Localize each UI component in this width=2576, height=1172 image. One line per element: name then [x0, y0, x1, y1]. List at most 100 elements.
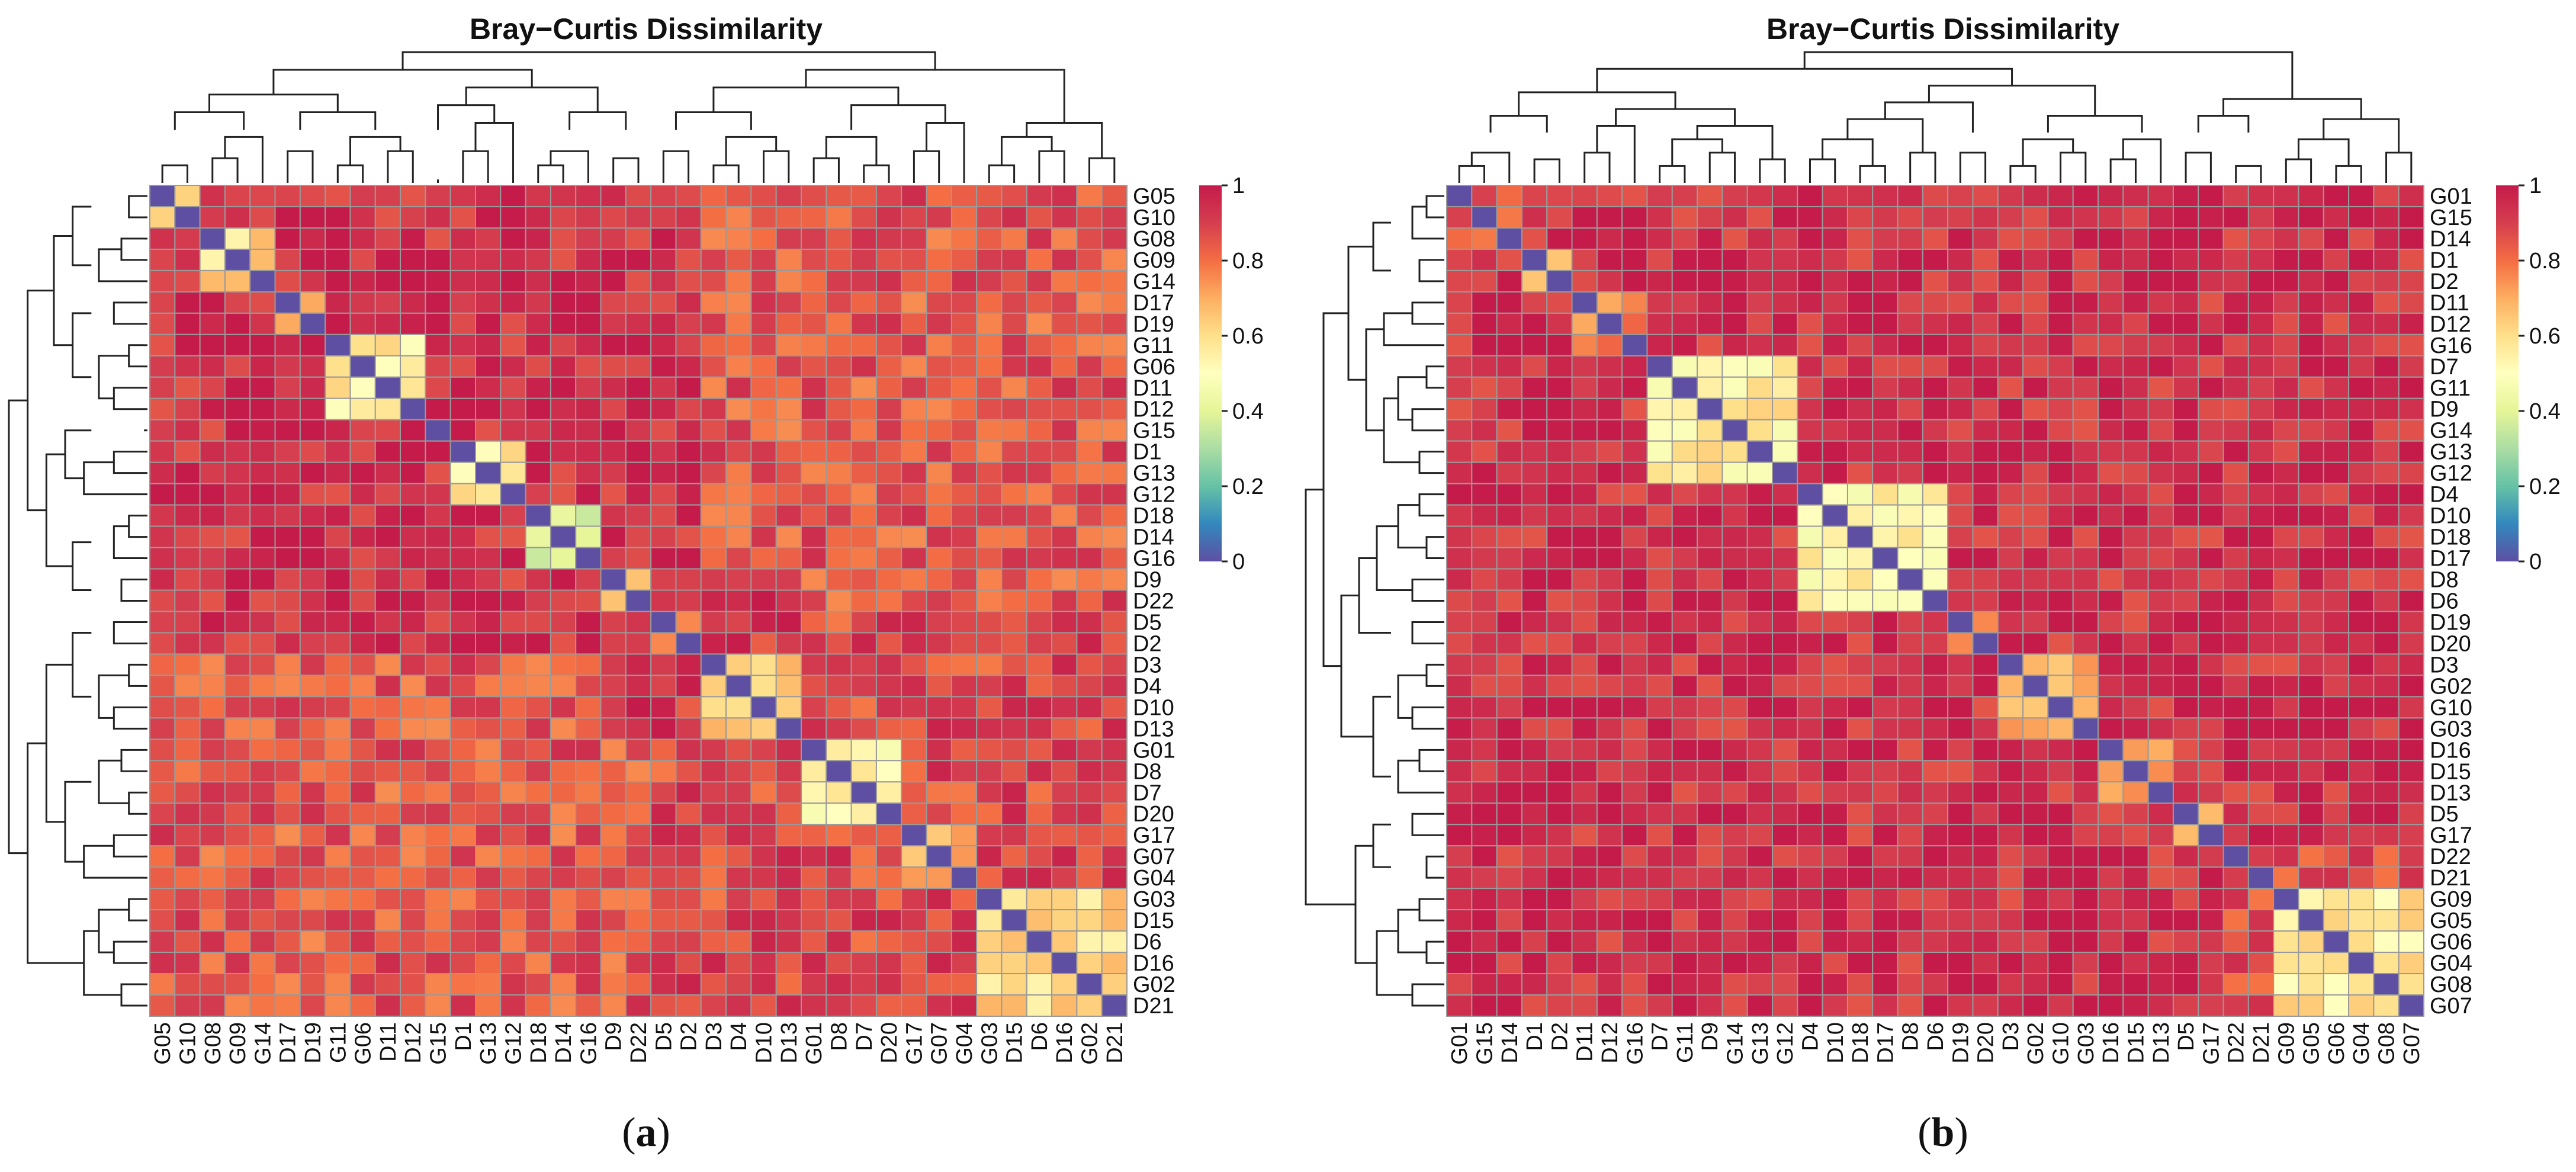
heatmap-cell: [750, 185, 777, 207]
heatmap-cell: [1721, 717, 1748, 740]
heatmap-cell: [1546, 866, 1573, 890]
heatmap-cell: [901, 909, 927, 932]
heatmap-cell: [550, 440, 577, 463]
heatmap-cell: [1001, 525, 1027, 548]
row-label: G02: [2430, 674, 2472, 699]
heatmap-cell: [550, 952, 577, 975]
heatmap-cell: [1076, 675, 1103, 698]
heatmap-cell: [2022, 312, 2049, 335]
heatmap-cell: [1997, 738, 2024, 762]
heatmap-cell: [475, 930, 502, 953]
heatmap-cell: [1772, 738, 1798, 762]
dendrogram-link: [2047, 115, 2143, 133]
dendrogram-link: [128, 898, 144, 921]
heatmap-cell: [801, 461, 827, 484]
heatmap-cell: [449, 888, 477, 911]
heatmap-cell: [2298, 696, 2324, 719]
heatmap-cell: [1922, 440, 1949, 463]
heatmap-cell: [976, 973, 1003, 996]
heatmap-cell: [2398, 994, 2424, 1017]
heatmap-cell: [2172, 824, 2199, 847]
heatmap-cell: [224, 653, 251, 676]
heatmap-cell: [1051, 930, 1078, 953]
heatmap-cell: [274, 419, 301, 442]
heatmap-cell: [325, 291, 351, 314]
heatmap-cell: [400, 888, 426, 911]
heatmap-cell: [1846, 419, 1874, 442]
heatmap-cell: [1872, 483, 1899, 506]
heatmap-cell: [850, 525, 877, 548]
heatmap-cell: [1471, 994, 1498, 1017]
heatmap-cell: [875, 525, 902, 548]
row-label: D17: [2430, 547, 2471, 571]
heatmap-cell: [1101, 781, 1128, 804]
heatmap-cell: [224, 802, 251, 826]
heatmap-cell: [625, 675, 652, 698]
heatmap-cell: [1972, 632, 1999, 655]
heatmap-cell: [1101, 888, 1128, 911]
dendrogram-link: [1470, 152, 1511, 179]
heatmap-cell: [875, 675, 902, 698]
heatmap-cell: [926, 888, 952, 911]
heatmap-cell: [2273, 930, 2299, 953]
heatmap-cell: [174, 845, 201, 868]
heatmap-cell: [625, 845, 652, 868]
heatmap-cell: [2072, 419, 2099, 442]
heatmap-cell: [600, 440, 627, 463]
heatmap-cell: [2122, 973, 2149, 996]
heatmap-cell: [525, 973, 551, 996]
column-label: G07: [2400, 1022, 2424, 1065]
heatmap-cell: [1101, 611, 1128, 634]
heatmap-cell: [650, 952, 677, 975]
heatmap-cell: [1797, 888, 1823, 911]
heatmap-cell: [801, 611, 827, 634]
heatmap-cell: [2298, 930, 2324, 953]
heatmap-cell: [1571, 866, 1598, 890]
heatmap-cell: [950, 888, 978, 911]
heatmap-cell: [550, 909, 577, 932]
heatmap-cell: [926, 653, 952, 676]
heatmap-cell: [2047, 504, 2074, 527]
heatmap-cell: [400, 185, 426, 207]
heatmap-cell: [600, 419, 627, 442]
heatmap-cell: [2047, 973, 2074, 996]
heatmap-cell: [1997, 845, 2024, 868]
heatmap-cell: [1101, 589, 1128, 612]
heatmap-cell: [199, 930, 226, 953]
heatmap-cell: [1026, 269, 1053, 293]
heatmap-cell: [1872, 973, 1899, 996]
heatmap-cell: [1872, 376, 1899, 399]
heatmap-cell: [449, 696, 477, 719]
heatmap-cell: [650, 333, 677, 357]
heatmap-cell: [199, 888, 226, 911]
heatmap-cell: [1697, 824, 1723, 847]
heatmap-cell: [550, 653, 577, 676]
heatmap-cell: [1051, 397, 1078, 420]
heatmap-cell: [1001, 333, 1027, 357]
heatmap-cell: [149, 973, 176, 996]
heatmap-cell: [1471, 802, 1498, 826]
heatmap-cell: [2298, 269, 2324, 293]
heatmap-cell: [600, 675, 627, 698]
heatmap-cell: [2047, 696, 2074, 719]
heatmap-cell: [1446, 269, 1473, 293]
heatmap-cell: [1471, 291, 1498, 314]
heatmap-cell: [901, 675, 927, 698]
heatmap-cell: [1076, 504, 1103, 527]
heatmap-cell: [1797, 397, 1823, 420]
heatmap-cell: [2373, 611, 2400, 634]
row-label: D10: [1133, 695, 1174, 720]
heatmap-cell: [901, 205, 927, 229]
heatmap-cell: [625, 994, 652, 1017]
heatmap-cell: [1001, 291, 1027, 314]
heatmap-cell: [174, 227, 201, 250]
heatmap-cell: [1446, 461, 1473, 484]
heatmap-cell: [850, 248, 877, 271]
heatmap-cell: [976, 994, 1003, 1017]
heatmap-cell: [199, 802, 226, 826]
heatmap-cell: [575, 717, 602, 740]
heatmap-cell: [2122, 205, 2149, 229]
heatmap-cell: [1797, 696, 1823, 719]
heatmap-cell: [425, 845, 451, 868]
column-label: D3: [702, 1022, 727, 1051]
